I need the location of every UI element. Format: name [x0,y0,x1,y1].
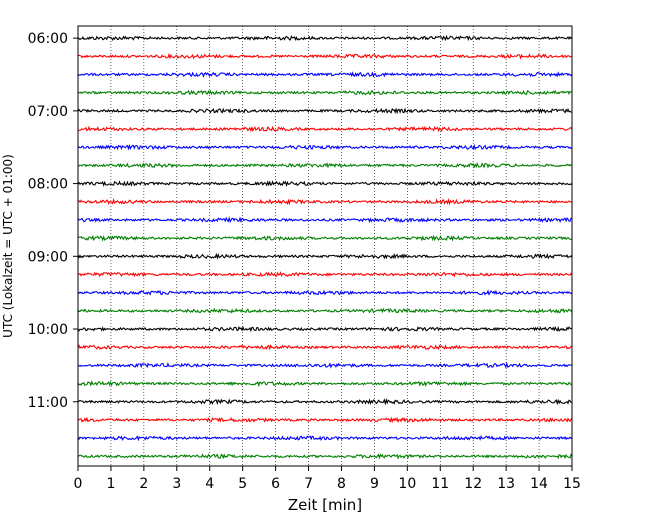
trace-1030 [77,361,573,369]
x-tick-label: 9 [370,476,379,492]
x-tick-label: 0 [74,476,83,492]
x-tick-label: 5 [238,476,247,492]
x-tick-label: 1 [106,476,115,492]
x-tick-label: 12 [464,476,482,492]
y-tick-label: 07:00 [28,104,68,120]
trace-0945 [77,307,573,314]
x-tick-label: 11 [431,476,449,492]
trace-0600 [77,34,573,42]
trace-0715 [77,125,573,133]
trace-1115 [77,416,573,424]
trace-0745 [77,161,573,169]
x-tick-label: 2 [139,476,148,492]
trace-0730 [77,143,573,151]
trace-1130 [77,434,573,442]
trace-0700 [77,107,573,115]
trace-1045 [77,380,573,388]
x-tick-label: 3 [172,476,181,492]
x-tick-label: 4 [205,476,214,492]
x-tick-label: 10 [398,476,416,492]
trace-1000 [77,325,573,333]
trace-0830 [77,216,573,224]
trace-0800 [77,180,573,188]
trace-0845 [77,234,573,242]
trace-0915 [77,271,573,278]
y-tick-label: 11:00 [28,395,68,411]
x-tick-label: 7 [304,476,313,492]
x-tick-label: 8 [337,476,346,492]
x-axis-ticks: 0 1 2 3 4 5 6 7 8 9 10 11 12 13 14 15 [74,466,581,492]
trace-1145 [77,453,573,460]
y-tick-label: 08:00 [28,177,68,193]
trace-0900 [77,252,573,260]
y-axis-label: UTC (Lokalzeit = UTC + 01:00) [1,154,15,338]
x-tick-label: 14 [530,476,548,492]
x-tick-label: 13 [497,476,515,492]
trace-0630 [77,71,573,78]
plot-frame [77,25,573,467]
x-axis-label: Zeit [min] [288,496,362,514]
seismic-traces [77,34,573,460]
grid-lines [110,26,540,466]
trace-1100 [77,397,573,406]
x-tick-label: 6 [271,476,280,492]
x-tick-label: 15 [563,476,581,492]
trace-0645 [77,89,573,96]
y-tick-label: 06:00 [28,31,68,47]
y-tick-label: 10:00 [28,322,68,338]
trace-0930 [77,289,573,296]
trace-1015 [77,344,573,351]
y-axis-ticks: 06:00 07:00 08:00 09:00 10:00 11:00 [28,31,78,411]
trace-0615 [77,52,573,60]
trace-0815 [77,197,573,206]
y-tick-label: 09:00 [28,249,68,265]
